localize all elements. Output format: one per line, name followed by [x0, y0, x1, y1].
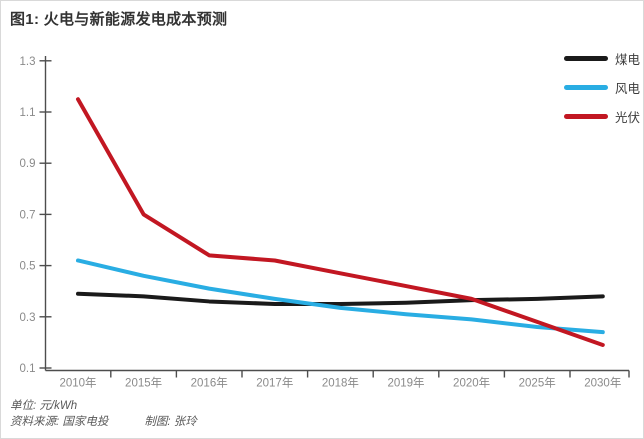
svg-text:2019年: 2019年: [387, 376, 424, 390]
svg-text:2015年: 2015年: [125, 376, 162, 390]
wind-line-swatch-icon: [564, 84, 608, 90]
chart-footer: 单位: 元/kWh 资料来源: 国家电投 制图: 张玲: [10, 398, 197, 430]
legend-item-coal: 煤电: [564, 47, 640, 69]
svg-text:0.9: 0.9: [20, 158, 36, 170]
legend-item-wind: 风电: [564, 76, 640, 98]
svg-text:0.5: 0.5: [20, 261, 36, 273]
svg-text:1.3: 1.3: [20, 56, 36, 68]
svg-text:0.7: 0.7: [20, 209, 36, 221]
svg-text:1.1: 1.1: [20, 107, 36, 119]
svg-text:0.1: 0.1: [20, 363, 36, 375]
legend-label-solar: 光伏: [615, 110, 641, 125]
unit-note: 单位: 元/kWh: [10, 400, 78, 412]
svg-text:2010年: 2010年: [59, 376, 96, 390]
data-source: 资料来源: 国家电投: [10, 416, 109, 428]
svg-text:2020年: 2020年: [453, 376, 490, 390]
svg-text:2030年: 2030年: [584, 376, 621, 390]
legend-label-coal: 煤电: [615, 52, 641, 67]
svg-text:2017年: 2017年: [256, 376, 293, 390]
chart-title: 图1: 火电与新能源发电成本预测: [10, 11, 228, 28]
legend-item-solar: 光伏: [564, 105, 640, 127]
legend-label-wind: 风电: [615, 81, 641, 96]
coal-line-swatch-icon: [564, 55, 608, 61]
svg-text:2018年: 2018年: [322, 376, 359, 390]
source-note: 资料来源: 国家电投 制图: 张玲: [10, 414, 197, 430]
chart-legend: 煤电 风电 光伏: [564, 47, 640, 134]
solar-line-swatch-icon: [564, 113, 608, 119]
svg-text:2016年: 2016年: [191, 376, 228, 390]
credit: 制图: 张玲: [144, 416, 197, 428]
svg-text:0.3: 0.3: [20, 312, 36, 324]
svg-text:2025年: 2025年: [519, 376, 556, 390]
